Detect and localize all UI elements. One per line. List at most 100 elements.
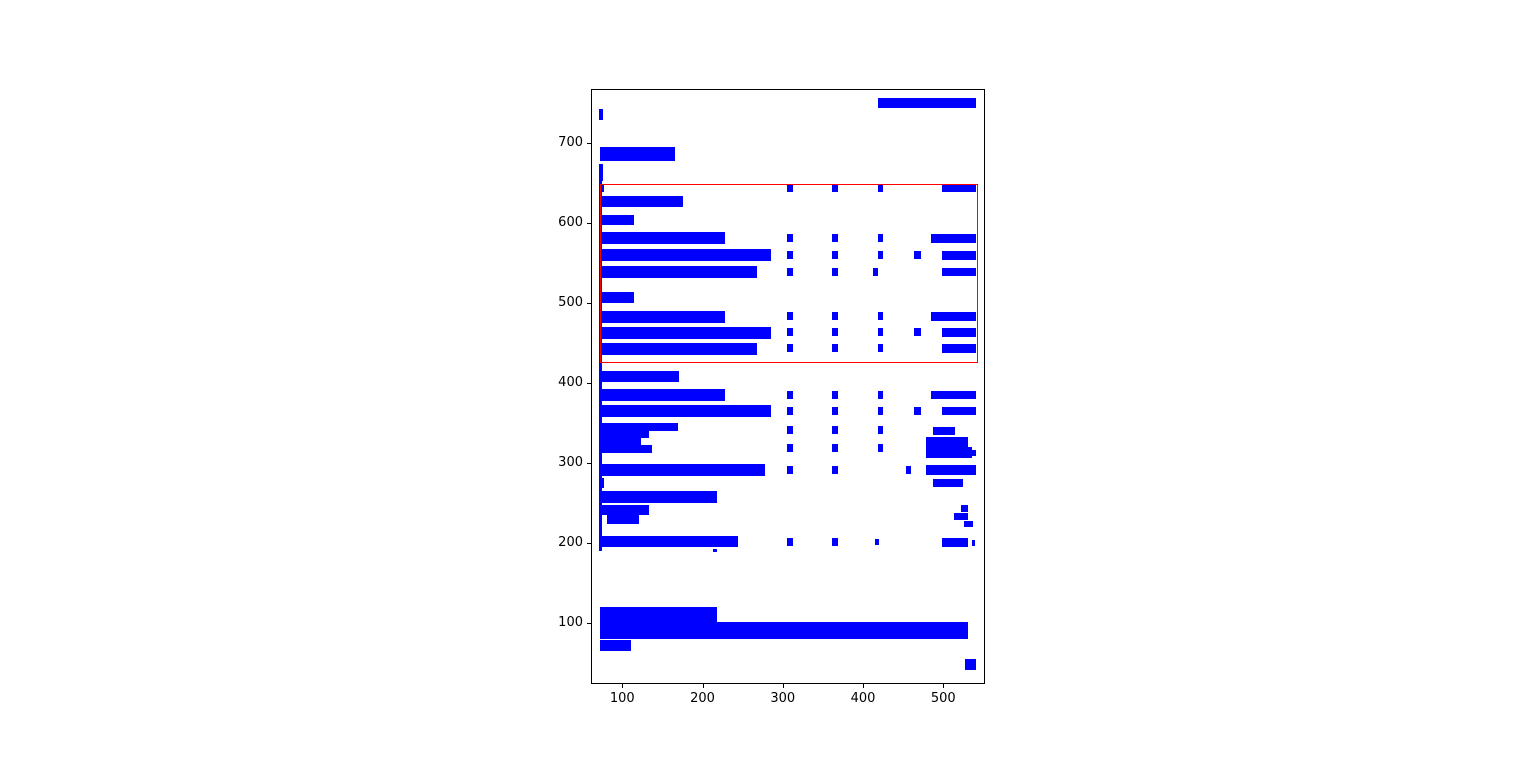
bar-rect [961, 505, 969, 513]
bar-rect [878, 97, 976, 109]
y-tick-label: 100 [558, 615, 583, 631]
bar-rect [600, 621, 968, 639]
bar-rect [600, 437, 641, 446]
bar-rect [877, 344, 884, 353]
y-tick-mark [587, 143, 591, 145]
bar-rect [600, 370, 680, 382]
bar-rect [913, 250, 921, 259]
bar-rect [877, 444, 884, 453]
bar-rect [600, 430, 649, 438]
bar-rect [831, 233, 838, 242]
bar-rect [600, 326, 771, 339]
bar-rect [941, 328, 977, 338]
bar-rect [970, 449, 977, 457]
bar-rect [786, 406, 793, 415]
bar-rect [941, 537, 969, 547]
bar-rect [607, 515, 640, 525]
bar-rect [600, 146, 676, 162]
bar-rect [925, 465, 977, 476]
y-tick-label: 700 [558, 135, 583, 151]
y-tick-label: 500 [558, 295, 583, 311]
bar-rect [786, 250, 793, 259]
bar-rect [933, 426, 956, 436]
y-tick-label: 300 [558, 455, 583, 471]
x-tick-mark [943, 684, 945, 688]
bar-rect [786, 233, 793, 242]
bar-rect [905, 465, 912, 474]
bar-rect [831, 312, 838, 321]
bar-rect [600, 214, 634, 226]
bar-rect [600, 389, 726, 402]
y-tick-mark [587, 623, 591, 625]
x-tick-label: 300 [770, 691, 796, 706]
bar-rect [925, 437, 969, 447]
bar-rect [877, 390, 884, 399]
y-tick-mark [587, 543, 591, 545]
bar-rect [600, 445, 653, 454]
bar-rect [831, 537, 838, 546]
x-tick-mark [782, 684, 784, 688]
y-tick-label: 600 [558, 215, 583, 231]
bar-rect [713, 549, 718, 553]
bar-rect [877, 406, 884, 415]
x-tick-mark [622, 684, 624, 688]
bar-rect [964, 521, 974, 528]
bar-rect [930, 233, 977, 243]
bar-rect [877, 425, 884, 434]
bar-rect [786, 267, 793, 276]
bar-rect [941, 406, 977, 416]
bar-rect [600, 405, 771, 418]
bar-rect [600, 536, 739, 548]
bar-rect [786, 312, 793, 321]
bar-rect [600, 196, 683, 207]
bar-rect [941, 267, 977, 277]
x-tick-mark [702, 684, 704, 688]
bar-rect [600, 232, 726, 245]
bar-rect [925, 447, 973, 458]
bar-rect [875, 538, 880, 546]
bar-rect [831, 465, 838, 474]
bar-rect [600, 310, 726, 323]
bar-rect [831, 425, 838, 434]
bar-rect [941, 184, 977, 193]
bar-rect [600, 490, 718, 503]
bar-rect [786, 328, 793, 337]
bar-rect [786, 537, 793, 546]
bar-rect [600, 249, 771, 262]
bar-rect [831, 344, 838, 353]
x-tick-label: 400 [850, 691, 876, 706]
bar-rect [600, 464, 766, 477]
bar-rect [877, 312, 884, 321]
bar-rect [872, 267, 879, 276]
bar-rect [933, 478, 963, 488]
x-tick-label: 200 [690, 691, 715, 706]
y-tick-mark [587, 383, 591, 385]
bar-rect [941, 344, 977, 354]
bar-rect [786, 390, 793, 399]
y-tick-label: 200 [558, 535, 583, 551]
y-tick-label: 400 [558, 375, 583, 391]
x-tick-mark [863, 684, 865, 688]
bar-rect [599, 109, 604, 121]
bar-rect [930, 312, 977, 322]
bar-rect [831, 328, 838, 337]
bar-rect [877, 184, 884, 193]
bar-rect [600, 422, 678, 431]
bar-rect [965, 658, 976, 670]
y-tick-mark [587, 223, 591, 225]
bar-rect [953, 513, 969, 521]
bar-rect [600, 640, 632, 652]
x-tick-label: 100 [609, 691, 635, 706]
bar-rect [877, 233, 884, 242]
plot-area [591, 89, 985, 684]
y-tick-mark [587, 463, 591, 465]
highlight-box [600, 184, 978, 363]
y-tick-mark [587, 303, 591, 305]
bar-rect [786, 444, 793, 453]
x-tick-label: 500 [930, 691, 956, 706]
bar-rect [786, 184, 793, 193]
bar-rect [831, 406, 838, 415]
bar-rect [913, 328, 921, 337]
bar-rect [930, 390, 977, 400]
